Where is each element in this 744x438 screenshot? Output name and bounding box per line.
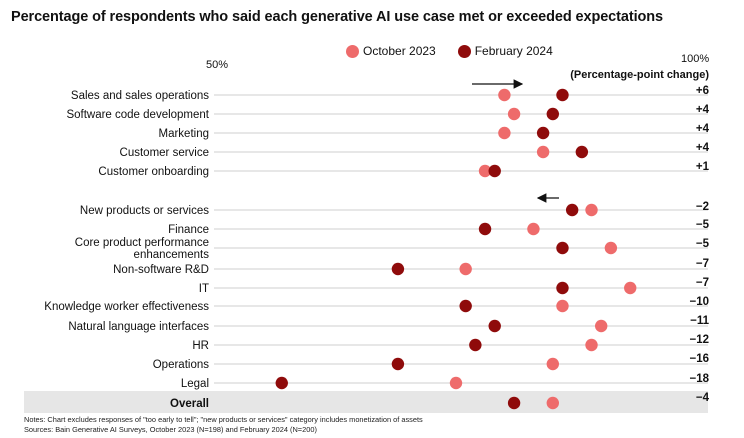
row-label-software-code-development: Software code development xyxy=(66,109,209,121)
change-label-new-products-or-services: −2 xyxy=(696,201,709,213)
legend-swatch-feb xyxy=(457,44,471,58)
row-label-marketing: Marketing xyxy=(159,128,210,140)
dot-feb-customer-service xyxy=(575,145,589,159)
dot-feb-marketing xyxy=(536,126,550,140)
change-label-operations: −16 xyxy=(689,353,709,365)
overall-row-background xyxy=(24,391,708,413)
sources-line: Sources: Bain Generative AI Surveys, Oct… xyxy=(24,424,317,434)
dot-oct-customer-onboarding xyxy=(478,164,492,178)
chart-title: Percentage of respondents who said each … xyxy=(11,9,663,25)
change-label-marketing: +4 xyxy=(696,123,710,135)
axis-low-label: 50% xyxy=(206,59,229,71)
dot-oct-marketing xyxy=(498,126,511,140)
change-label-sales-and-sales-operations: +6 xyxy=(696,85,709,97)
row-label-natural-language-interfaces: Natural language interfaces xyxy=(68,321,209,333)
notes-line: Notes: Chart excludes responses of "too … xyxy=(24,415,423,424)
dot-feb-overall xyxy=(507,396,521,410)
dot-oct-hr xyxy=(585,338,598,352)
change-label-core-product-performance-enhancements: −5 xyxy=(696,238,710,250)
dot-feb-software-code-development xyxy=(546,107,559,121)
dot-oct-non-software-r-d xyxy=(459,262,472,276)
dot-feb-natural-language-interfaces xyxy=(488,319,501,333)
row-label-customer-onboarding: Customer onboarding xyxy=(98,166,209,178)
change-label-hr: −12 xyxy=(689,334,709,346)
notes: Notes: Chart excludes responses of "too … xyxy=(24,415,423,434)
dot-feb-hr xyxy=(469,338,482,352)
dot-oct-core-product-performance-enhancements xyxy=(604,241,618,255)
row-label-customer-service: Customer service xyxy=(120,147,209,159)
dot-oct-natural-language-interfaces xyxy=(595,319,608,333)
change-label-finance: −5 xyxy=(696,219,710,231)
legend-swatch-oct xyxy=(346,44,359,58)
dot-oct-software-code-development xyxy=(507,107,521,121)
dot-feb-knowledge-worker-effectiveness xyxy=(459,299,472,313)
dot-oct-new-products-or-services xyxy=(585,203,598,217)
row-label-core-product-performance-enhancements: Core product performance enhancements xyxy=(75,237,209,261)
row-label-new-products-or-services: New products or services xyxy=(80,205,209,217)
dot-oct-customer-service xyxy=(536,145,550,159)
change-header: (Percentage-point change) xyxy=(570,69,709,81)
dot-oct-knowledge-worker-effectiveness xyxy=(556,299,569,313)
change-label-it: −7 xyxy=(696,277,709,289)
legend-item-feb: February 2024 xyxy=(457,44,553,58)
change-label-customer-service: +4 xyxy=(696,142,710,154)
dot-feb-sales-and-sales-operations xyxy=(556,88,569,102)
row-label-operations: Operations xyxy=(153,359,210,371)
row-label-it: IT xyxy=(199,283,209,295)
dot-feb-legal xyxy=(275,376,288,390)
legend: October 2023 February 2024 xyxy=(346,44,575,58)
legend-label-feb: February 2024 xyxy=(474,44,553,58)
dot-oct-legal xyxy=(449,376,463,390)
change-label-overall: −4 xyxy=(696,392,710,404)
dot-feb-it xyxy=(556,281,569,295)
dot-feb-new-products-or-services xyxy=(565,203,579,217)
dot-oct-sales-and-sales-operations xyxy=(498,88,511,102)
dot-feb-customer-onboarding xyxy=(488,164,501,178)
dot-feb-non-software-r-d xyxy=(391,262,405,276)
row-label-knowledge-worker-effectiveness: Knowledge worker effectiveness xyxy=(44,301,209,313)
change-label-legal: −18 xyxy=(689,373,709,385)
legend-item-oct: October 2023 xyxy=(346,44,436,58)
legend-label-oct: October 2023 xyxy=(363,44,436,58)
row-label-non-software-r-d: Non-software R&D xyxy=(113,264,209,276)
change-label-non-software-r-d: −7 xyxy=(696,258,709,270)
row-label-sales-and-sales-operations: Sales and sales operations xyxy=(71,90,209,102)
row-label-finance: Finance xyxy=(168,224,209,236)
dot-feb-finance xyxy=(478,222,492,236)
axis-high-label: 100% xyxy=(681,53,710,65)
dot-feb-operations xyxy=(391,357,405,371)
change-label-software-code-development: +4 xyxy=(696,104,710,116)
dot-oct-operations xyxy=(546,357,559,371)
change-label-customer-onboarding: +1 xyxy=(696,161,710,173)
row-label-hr: HR xyxy=(192,340,209,352)
dot-oct-finance xyxy=(527,222,540,236)
row-label-overall: Overall xyxy=(170,398,209,410)
change-label-knowledge-worker-effectiveness: −10 xyxy=(689,296,709,308)
dot-oct-overall xyxy=(546,396,559,410)
dot-feb-core-product-performance-enhancements xyxy=(556,241,569,255)
change-label-natural-language-interfaces: −11 xyxy=(690,315,709,327)
row-label-legal: Legal xyxy=(181,378,209,390)
dot-oct-it xyxy=(624,281,637,295)
